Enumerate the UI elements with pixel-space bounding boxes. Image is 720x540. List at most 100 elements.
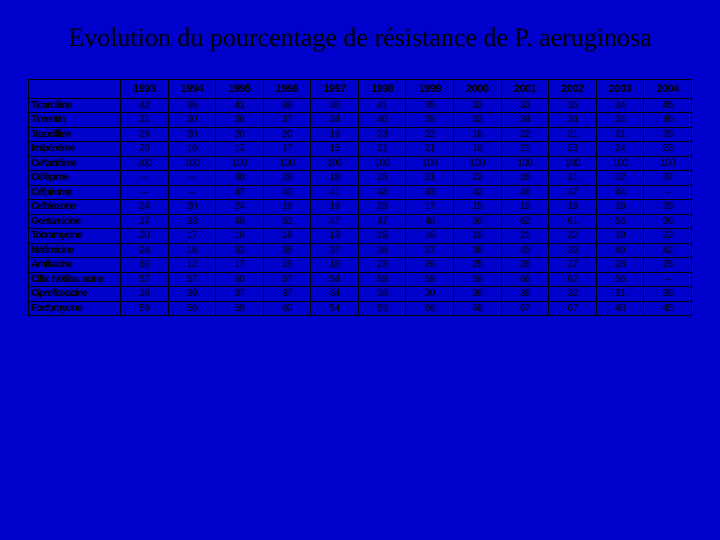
data-cell: 17: [168, 229, 216, 244]
data-cell: 61: [549, 214, 597, 229]
table-row: Ticarcilline423641393541353233353445: [29, 98, 692, 113]
table-row: Cifla: Nétiloa: acine5757605754585859666…: [29, 272, 692, 287]
data-cell: 19: [596, 229, 644, 244]
data-cell: 34: [311, 287, 359, 302]
table-row: Ceftazidime10010010010010010010010010010…: [29, 156, 692, 171]
data-cell: 41: [216, 98, 264, 113]
data-cell: 62: [501, 214, 549, 229]
table-head: 1993199419951996199719981999200020012002…: [29, 79, 692, 98]
table-row: Timentin313036373440353234343446: [29, 113, 692, 128]
data-cell: 47: [358, 214, 406, 229]
data-cell: 36: [168, 98, 216, 113]
data-cell: 16: [168, 142, 216, 157]
data-cell: 56: [596, 214, 644, 229]
data-cell: 100: [596, 156, 644, 171]
data-cell: 31: [549, 171, 597, 186]
data-cell: 100: [216, 156, 264, 171]
data-cell: 67: [501, 301, 549, 316]
data-cell: 35: [311, 98, 359, 113]
row-header: Amikacine: [29, 258, 121, 273]
table-row: Ciprofloxacine383937373436303036323138: [29, 287, 692, 302]
data-cell: 20: [121, 142, 169, 157]
data-cell: 37: [406, 243, 454, 258]
data-cell: –: [121, 171, 169, 186]
data-cell: 35: [406, 98, 454, 113]
data-cell: 16: [168, 243, 216, 258]
data-cell: 56: [168, 301, 216, 316]
data-cell: 44: [358, 185, 406, 200]
data-cell: 45: [501, 243, 549, 258]
data-cell: 19: [263, 200, 311, 215]
data-cell: 66: [501, 272, 549, 287]
column-header-year: 1996: [263, 79, 311, 98]
data-cell: 100: [549, 156, 597, 171]
data-cell: 38: [454, 243, 502, 258]
table-header-row: 1993199419951996199719981999200020012002…: [29, 79, 692, 98]
table-row: Ceftriaxone242024191925171519191825: [29, 200, 692, 215]
data-cell: 40: [358, 113, 406, 128]
data-cell: 17: [216, 258, 264, 273]
data-cell: 19: [501, 200, 549, 215]
data-cell: 41: [311, 185, 359, 200]
data-cell: 100: [454, 156, 502, 171]
data-cell: 100: [644, 156, 692, 171]
row-header: Ticarcilline: [29, 98, 121, 113]
data-cell: 57: [121, 272, 169, 287]
data-cell: 25: [454, 258, 502, 273]
data-cell: 38: [121, 287, 169, 302]
table-row: Gentamicine373349534747485062615636: [29, 214, 692, 229]
row-header: Imipénème: [29, 142, 121, 157]
data-cell: 27: [549, 258, 597, 273]
data-cell: 24: [121, 200, 169, 215]
data-cell: 32: [596, 171, 644, 186]
data-cell: –: [168, 185, 216, 200]
row-header: Céfpirome: [29, 185, 121, 200]
data-cell: 31: [121, 113, 169, 128]
data-cell: 18: [454, 142, 502, 157]
data-cell: 24: [596, 142, 644, 157]
row-header: Céfépime: [29, 171, 121, 186]
data-cell: 100: [263, 156, 311, 171]
data-cell: 37: [263, 287, 311, 302]
row-header: Nétilmicine: [29, 243, 121, 258]
column-header-year: 2000: [454, 79, 502, 98]
data-cell: 15: [454, 200, 502, 215]
column-header-year: 1999: [406, 79, 454, 98]
data-cell: 53: [263, 214, 311, 229]
data-cell: 22: [644, 229, 692, 244]
table-row: Nétilmicine241633353736373845394942: [29, 243, 692, 258]
row-header: Gentamicine: [29, 214, 121, 229]
data-cell: 21: [501, 229, 549, 244]
column-header-empty: [29, 79, 121, 98]
data-cell: 16: [263, 229, 311, 244]
data-cell: 32: [454, 98, 502, 113]
data-cell: 47: [549, 185, 597, 200]
data-cell: 100: [406, 156, 454, 171]
data-cell: 35: [549, 98, 597, 113]
page-title: Evolution du pourcentage de résistance d…: [0, 0, 720, 71]
data-cell: 100: [311, 156, 359, 171]
data-cell: 35: [406, 113, 454, 128]
table-container: 1993199419951996199719981999200020012002…: [0, 71, 720, 317]
data-cell: 21: [501, 142, 549, 157]
data-cell: 30: [454, 287, 502, 302]
data-cell: 41: [358, 98, 406, 113]
data-cell: 30: [216, 171, 264, 186]
column-header-year: 1994: [168, 79, 216, 98]
data-cell: 12: [168, 258, 216, 273]
table-row: Tazocilline292020201923221822212125: [29, 127, 692, 142]
table-row: Fosfomycine595659605456666867674845: [29, 301, 692, 316]
data-cell: 25: [358, 171, 406, 186]
data-cell: 29: [121, 127, 169, 142]
data-cell: 25: [644, 200, 692, 215]
data-cell: 17: [263, 142, 311, 157]
data-cell: 22: [406, 127, 454, 142]
data-cell: 42: [454, 185, 502, 200]
data-cell: 21: [358, 142, 406, 157]
data-cell: 45: [644, 301, 692, 316]
column-header-year: 2004: [644, 79, 692, 98]
data-cell: 42: [644, 243, 692, 258]
row-header: Ciprofloxacine: [29, 287, 121, 302]
data-cell: 30: [406, 287, 454, 302]
data-cell: 48: [596, 301, 644, 316]
